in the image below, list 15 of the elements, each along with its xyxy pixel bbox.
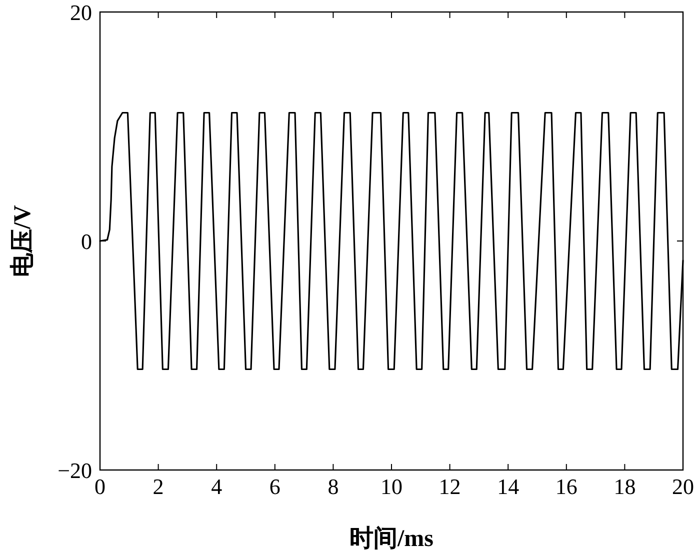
y-axis-title: 电压/V: [9, 204, 36, 277]
x-tick-label: 6: [269, 474, 280, 499]
x-tick-label: 12: [438, 474, 461, 499]
x-tick-label: 18: [614, 474, 636, 499]
x-tick-label: 4: [211, 474, 222, 499]
y-tick-label: −20: [58, 458, 92, 483]
x-tick-label: 20: [672, 474, 694, 499]
x-axis-title: 时间/ms: [350, 525, 434, 552]
x-tick-label: 8: [328, 474, 339, 499]
x-tick-label: 10: [380, 474, 402, 499]
y-tick-label: 20: [70, 0, 92, 25]
x-tick-label: 2: [152, 474, 164, 499]
x-tick-label: 16: [555, 474, 578, 499]
y-tick-label: 0: [81, 229, 92, 254]
x-tick-label: 14: [497, 474, 520, 499]
